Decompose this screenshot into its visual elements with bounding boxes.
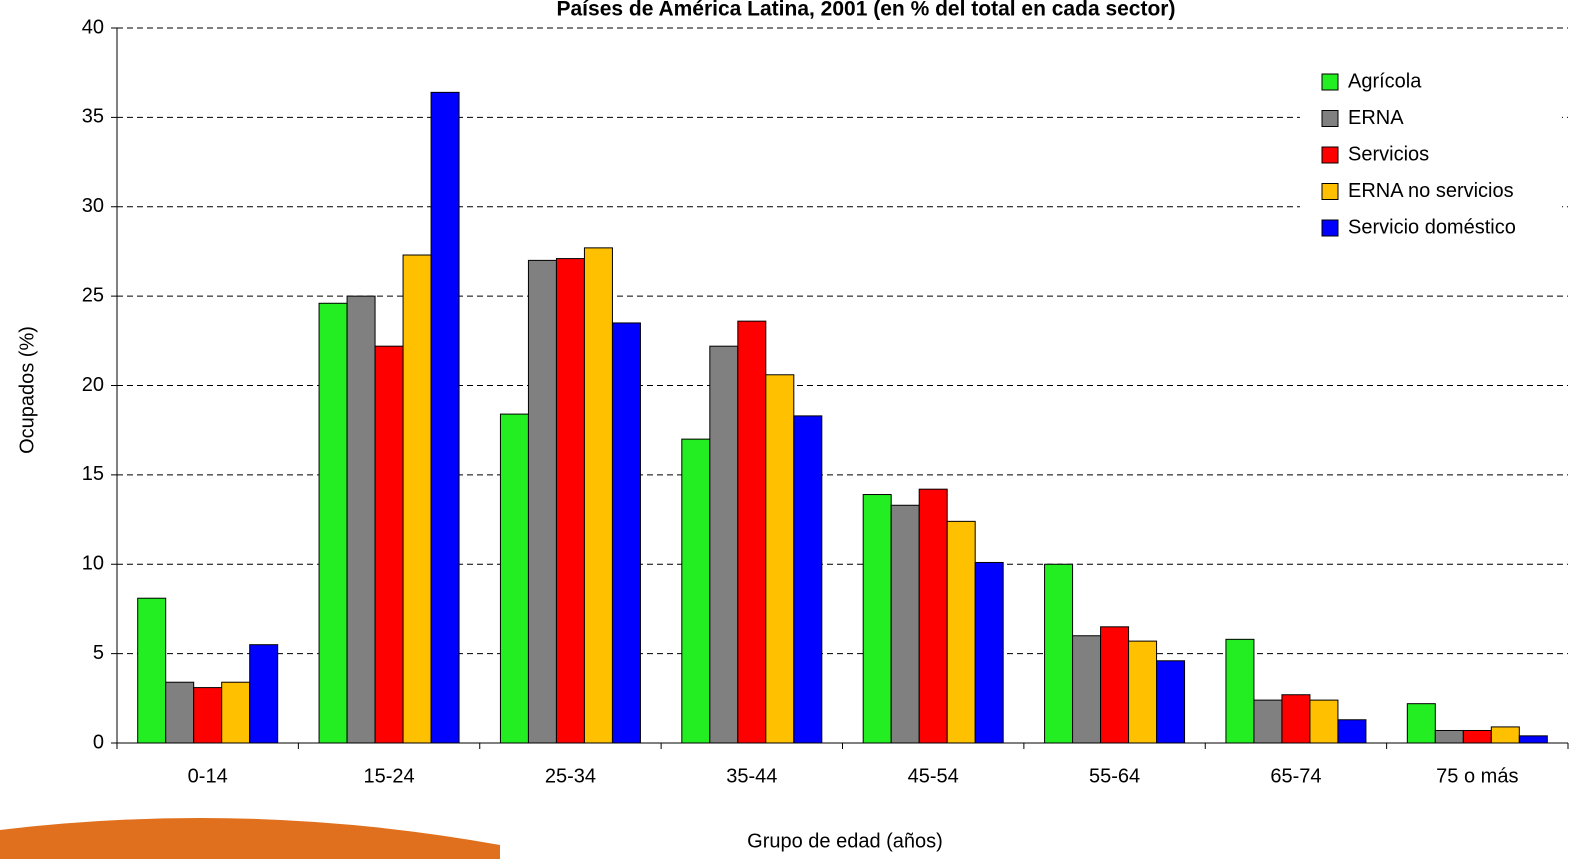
- y-tick-label: 5: [93, 642, 104, 664]
- bar: [1462, 729, 1492, 744]
- bar: [318, 302, 348, 744]
- legend-swatch: [1321, 110, 1339, 127]
- bar: [918, 488, 948, 744]
- bar: [1253, 699, 1283, 744]
- y-axis-label: Ocupados (%): [16, 326, 38, 454]
- bar: [1406, 703, 1436, 744]
- legend-box: [1300, 64, 1562, 251]
- bar: [193, 687, 223, 744]
- bar: [1281, 694, 1311, 744]
- x-tick-label: 55-64: [1089, 765, 1140, 787]
- y-tick-label: 35: [82, 106, 104, 128]
- x-axis-label: Grupo de edad (años): [747, 830, 943, 852]
- legend-swatch: [1321, 183, 1339, 200]
- legend-label: ERNA: [1348, 107, 1404, 129]
- y-tick-label: 30: [82, 195, 104, 217]
- bar: [974, 561, 1004, 744]
- bar: [374, 345, 404, 744]
- y-tick-label: 20: [82, 374, 104, 396]
- bar: [1518, 735, 1548, 744]
- bar: [527, 259, 557, 744]
- bar: [765, 374, 795, 744]
- bar: [1156, 660, 1186, 744]
- bar: [890, 504, 920, 744]
- bar: [402, 254, 432, 744]
- bar: [137, 597, 167, 744]
- bar: [430, 91, 460, 744]
- y-tick-label: 15: [82, 463, 104, 485]
- bar: [946, 520, 976, 744]
- x-tick-label: 0-14: [188, 765, 228, 787]
- x-tick-label: 15-24: [363, 765, 414, 787]
- x-tick-label: 75 o más: [1436, 765, 1518, 787]
- bar: [346, 295, 376, 744]
- bar: [1490, 726, 1520, 744]
- bar: [681, 438, 711, 744]
- legend-swatch: [1321, 219, 1339, 237]
- legend-label: Servicios: [1348, 143, 1429, 165]
- y-tick-label: 10: [82, 553, 104, 575]
- legend-swatch: [1321, 73, 1339, 91]
- bar: [1225, 638, 1255, 744]
- decoration-swoosh: [0, 818, 500, 859]
- bar: [793, 415, 823, 744]
- bar: [499, 413, 529, 744]
- x-tick-label: 35-44: [726, 765, 777, 787]
- x-tick-label: 65-74: [1270, 765, 1321, 787]
- x-tick-label: 45-54: [908, 765, 959, 787]
- x-tick-label: 25-34: [545, 765, 596, 787]
- bar: [737, 320, 767, 744]
- y-tick-label: 40: [82, 16, 104, 38]
- bar: [1100, 626, 1130, 744]
- bar: [1044, 563, 1074, 744]
- bar: [249, 644, 279, 744]
- y-tick-label: 0: [93, 731, 104, 753]
- legend-label: Servicio doméstico: [1348, 216, 1516, 238]
- legend-label: Agrícola: [1348, 70, 1422, 92]
- chart-title: Países de América Latina, 2001 (en % del…: [557, 0, 1176, 21]
- y-tick-label: 25: [82, 284, 104, 306]
- legend-label: ERNA no servicios: [1348, 180, 1514, 202]
- bar: [1337, 719, 1367, 744]
- bar: [221, 681, 251, 744]
- bar: [165, 681, 195, 744]
- bar: [862, 494, 892, 744]
- bar: [611, 322, 641, 744]
- bar: [1072, 635, 1102, 744]
- bar: [709, 345, 739, 744]
- bar: [583, 247, 613, 744]
- bar: [1434, 729, 1464, 744]
- bar: [1309, 699, 1339, 744]
- bar: [1128, 640, 1158, 744]
- legend-swatch: [1321, 146, 1339, 164]
- bar: [555, 258, 585, 744]
